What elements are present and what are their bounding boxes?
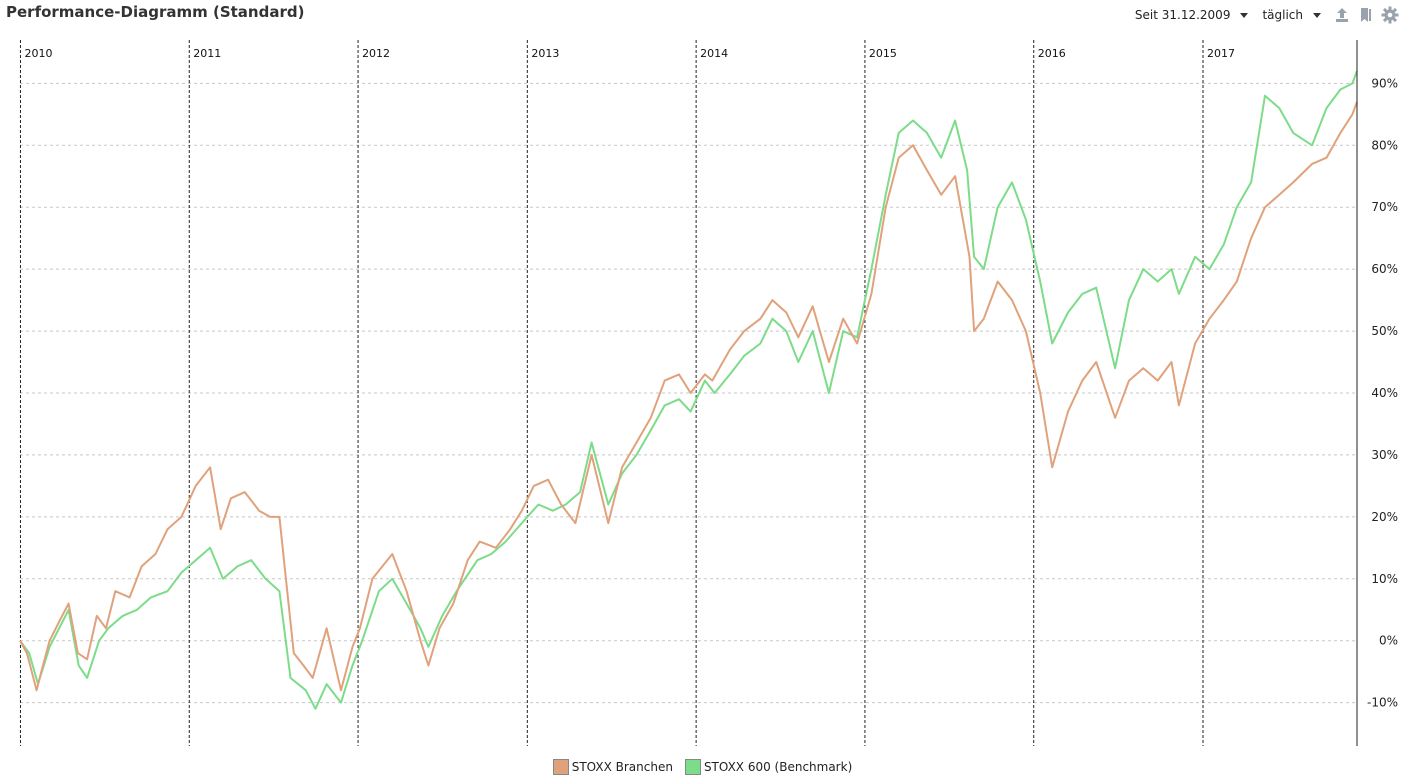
- y-tick-label: 30%: [1371, 448, 1398, 462]
- y-tick-label: -10%: [1367, 696, 1398, 710]
- since-dropdown[interactable]: Seit 31.12.2009: [1135, 8, 1249, 22]
- chart-legend: STOXX Branchen STOXX 600 (Benchmark): [0, 759, 1405, 775]
- export-icon[interactable]: [1333, 6, 1351, 24]
- y-tick-label: 80%: [1371, 138, 1398, 152]
- y-tick-label: 40%: [1371, 386, 1398, 400]
- chevron-down-icon: [1240, 12, 1249, 18]
- y-tick-label: 70%: [1371, 200, 1398, 214]
- legend-item-benchmark[interactable]: STOXX 600 (Benchmark): [684, 759, 853, 775]
- gear-icon[interactable]: [1381, 6, 1399, 24]
- year-label: 2016: [1038, 47, 1066, 60]
- year-label: 2010: [24, 47, 52, 60]
- year-label: 2017: [1207, 47, 1235, 60]
- since-label: Seit 31.12.2009: [1134, 8, 1231, 22]
- y-tick-label: 50%: [1371, 324, 1398, 338]
- year-label: 2015: [869, 47, 897, 60]
- legend-swatch-branchen: [552, 759, 569, 775]
- year-label: 2011: [193, 47, 221, 60]
- y-tick-label: 10%: [1371, 572, 1398, 586]
- year-label: 2012: [362, 47, 390, 60]
- year-label: 2014: [700, 47, 728, 60]
- page-title: Performance-Diagramm (Standard): [6, 3, 305, 21]
- y-tick-label: 60%: [1371, 262, 1398, 276]
- legend-item-branchen[interactable]: STOXX Branchen: [552, 759, 673, 775]
- chevron-down-icon: [1313, 12, 1321, 18]
- legend-swatch-benchmark: [684, 759, 701, 775]
- y-tick-label: 20%: [1371, 510, 1398, 524]
- bookmark-icon[interactable]: [1357, 6, 1375, 24]
- series-line-benchmark: [19, 70, 1358, 710]
- legend-label-benchmark: STOXX 600 (Benchmark): [703, 760, 853, 774]
- series-line-branchen: [19, 101, 1358, 692]
- y-tick-label: 90%: [1371, 76, 1398, 90]
- year-label: 2013: [531, 47, 559, 60]
- y-tick-label: 0%: [1379, 634, 1398, 648]
- period-dropdown[interactable]: täglich: [1262, 8, 1321, 22]
- legend-label-branchen: STOXX Branchen: [571, 760, 673, 774]
- chart-toolbar: Seit 31.12.2009 täglich: [1135, 0, 1405, 30]
- period-label: täglich: [1262, 8, 1303, 22]
